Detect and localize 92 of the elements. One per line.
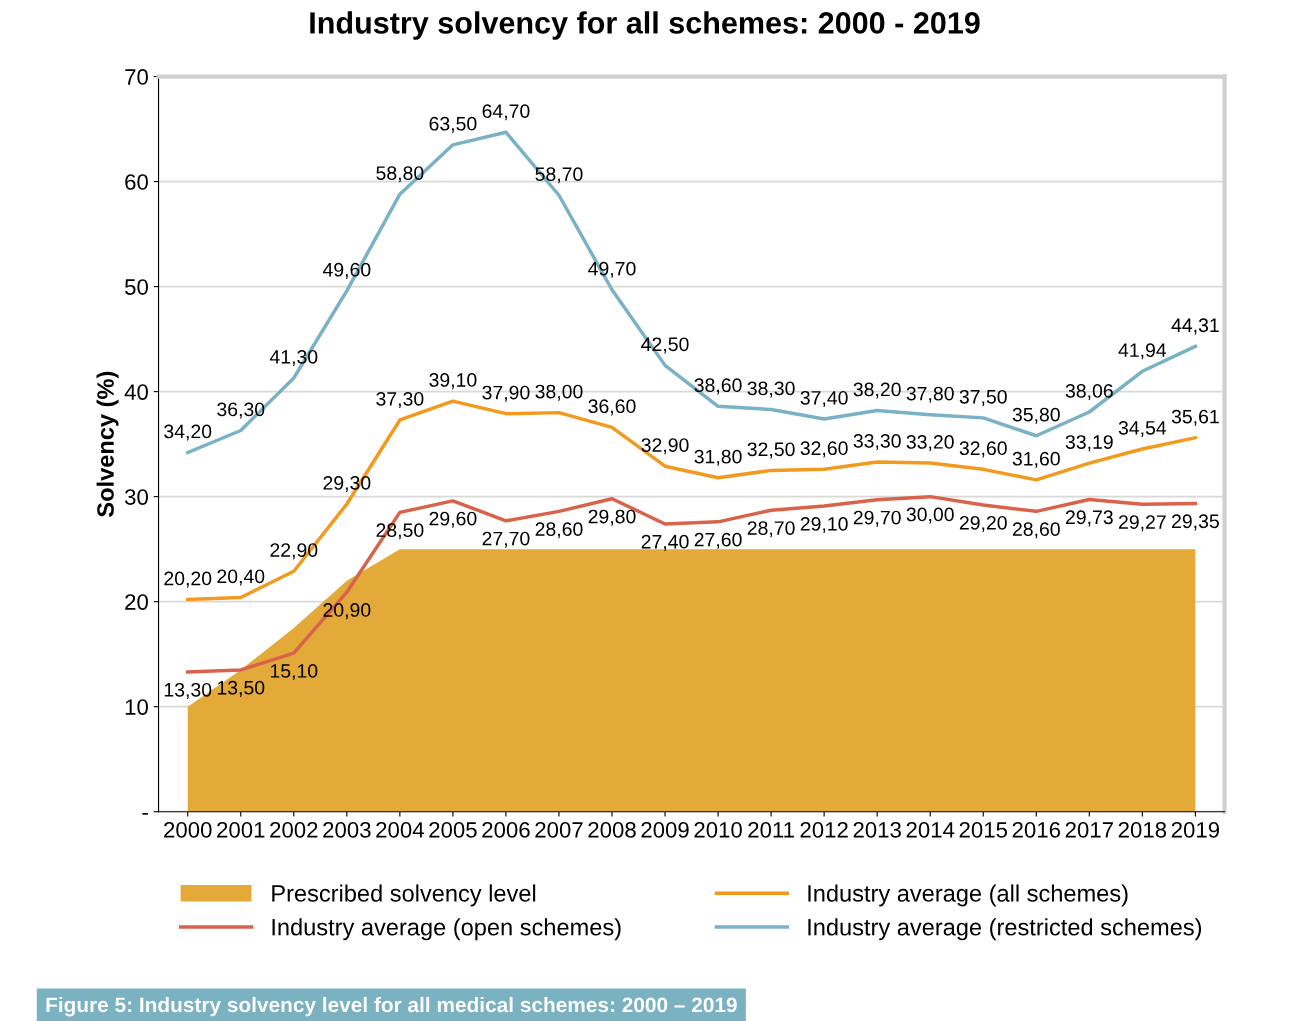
data-label: 33,30	[853, 433, 901, 451]
y-axis-title: Solvency (%)	[96, 371, 119, 517]
data-label: 29,10	[800, 516, 848, 534]
data-label: 29,35	[1172, 514, 1219, 531]
data-label: 35,80	[1012, 407, 1060, 424]
data-label: 28,60	[535, 522, 583, 539]
data-label: 36,30	[217, 402, 265, 419]
data-label: 31,60	[1012, 451, 1060, 468]
data-label: 30,00	[906, 507, 954, 524]
x-tick-label: 2017	[1065, 822, 1113, 838]
data-label: 36,60	[588, 399, 636, 416]
data-label: 37,50	[959, 389, 1007, 406]
data-label: 42,50	[641, 337, 689, 354]
x-tick-label: 2005	[429, 822, 477, 838]
data-label: 39,10	[429, 373, 477, 390]
data-label: 63,50	[429, 116, 477, 133]
x-tick-label: 2007	[535, 822, 583, 838]
y-tick-label: 70	[125, 69, 148, 85]
data-label: 28,70	[747, 521, 795, 538]
data-label: 38,20	[853, 382, 901, 399]
x-tick-label: 2012	[800, 822, 848, 838]
data-label: 27,40	[641, 534, 689, 551]
data-label: 32,60	[800, 441, 848, 458]
x-tick-label: 2010	[694, 822, 742, 838]
data-label: 58,80	[376, 166, 424, 183]
data-label: 33,20	[906, 435, 954, 452]
data-label: 49,60	[322, 262, 371, 279]
x-tick-label: 2016	[1012, 822, 1061, 838]
legend-label: Prescribed solvency level	[272, 884, 536, 907]
data-label: 13,30	[164, 682, 212, 699]
data-label: 32,60	[959, 441, 1007, 458]
y-tick-label: 40	[124, 384, 148, 400]
data-label: 20,20	[164, 571, 212, 588]
data-label: 13,50	[217, 680, 265, 697]
y-tick-label: 30	[124, 489, 148, 505]
x-tick-label: 2013	[853, 822, 901, 838]
data-label: 32,90	[641, 438, 689, 455]
data-label: 29,73	[1065, 510, 1113, 527]
data-label: 31,80	[694, 449, 742, 466]
data-label: 37,90	[482, 385, 530, 402]
y-tick-label: 50	[125, 279, 148, 295]
data-label: 38,06	[1065, 384, 1113, 401]
x-tick-label: 2019	[1171, 822, 1220, 838]
y-tick-label: -	[142, 812, 148, 815]
data-label: 34,20	[164, 424, 212, 441]
x-tick-label: 2002	[270, 822, 318, 838]
data-label: 35,61	[1171, 409, 1219, 426]
data-label: 15,10	[270, 664, 318, 681]
data-label: 27,60	[694, 532, 742, 549]
x-tick-label: 2015	[959, 822, 1008, 838]
data-label: 32,50	[747, 442, 795, 459]
y-tick-label: 10	[125, 699, 148, 715]
x-tick-label: 2000	[164, 822, 212, 838]
data-label: 29,80	[588, 509, 636, 526]
data-label: 49,70	[588, 261, 636, 278]
data-label: 29,27	[1119, 515, 1166, 532]
data-label: 38,60	[694, 378, 742, 395]
x-tick-label: 2008	[588, 822, 636, 838]
x-tick-label: 2018	[1118, 822, 1167, 838]
data-label: 20,90	[323, 603, 371, 620]
y-tick-label: 60	[125, 174, 148, 190]
data-label: 37,80	[906, 386, 954, 403]
data-label: 29,70	[853, 510, 901, 527]
data-label: 41,94	[1118, 343, 1167, 360]
data-label: 33,19	[1065, 435, 1113, 452]
data-label: 44,31	[1171, 318, 1219, 335]
chart-title: Industry solvency for all schemes: 2000 - 2019	[310, 11, 980, 40]
data-label: 27,70	[482, 531, 530, 548]
y-tick-label: 20	[125, 594, 148, 610]
data-label: 37,30	[376, 391, 424, 409]
x-tick-label: 2014	[906, 822, 955, 838]
caption: Figure 5: Industry solvency level for all medical schemes: 2000 – 2019	[46, 996, 737, 1017]
data-label: 38,00	[535, 384, 583, 401]
x-tick-label: 2006	[482, 822, 530, 838]
data-label: 28,60	[1012, 522, 1060, 539]
data-label: 34,54	[1118, 420, 1167, 438]
data-label: 29,60	[429, 511, 477, 528]
legend-label: Industry average (restricted schemes)	[808, 918, 1202, 941]
legend-label: Industry average (open schemes)	[272, 918, 621, 941]
data-label: 64,70	[482, 104, 530, 121]
data-label: 58,70	[535, 167, 583, 184]
x-tick-label: 2001	[217, 822, 265, 838]
data-label: 41,30	[269, 349, 318, 367]
data-label: 38,30	[747, 381, 795, 398]
legend-label: Industry average (all schemes)	[808, 884, 1128, 907]
x-tick-label: 2004	[376, 822, 424, 838]
data-label: 29,20	[959, 515, 1007, 533]
x-tick-label: 2011	[748, 822, 794, 838]
data-label: 37,40	[800, 390, 848, 407]
data-label: 20,40	[217, 569, 265, 586]
x-tick-label: 2009	[641, 822, 689, 838]
x-tick-label: 2003	[323, 822, 371, 838]
